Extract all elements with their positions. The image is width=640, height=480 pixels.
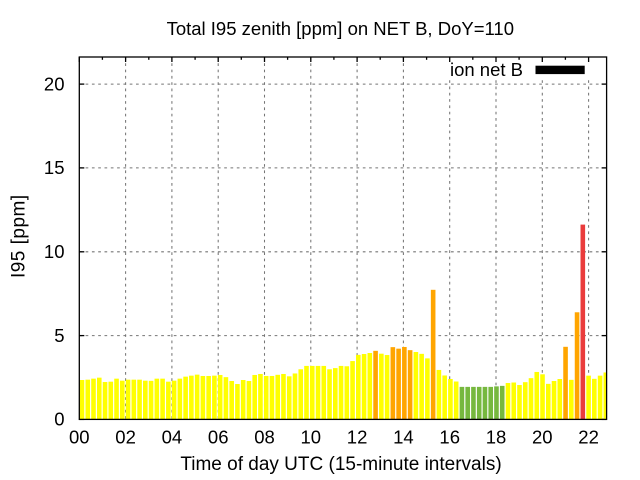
svg-text:22: 22 [578,426,599,447]
svg-text:ion net B: ion net B [450,59,523,80]
svg-text:00: 00 [69,426,90,447]
svg-text:08: 08 [254,426,275,447]
svg-text:20: 20 [532,426,553,447]
svg-text:Time of day UTC (15-minute int: Time of day UTC (15-minute intervals) [180,454,501,475]
svg-text:06: 06 [208,426,229,447]
svg-text:04: 04 [162,426,183,447]
svg-text:16: 16 [439,426,460,447]
svg-text:20: 20 [44,73,65,94]
svg-text:18: 18 [486,426,507,447]
svg-text:I95 [ppm]: I95 [ppm] [9,194,30,278]
svg-text:10: 10 [301,426,322,447]
svg-text:02: 02 [115,426,136,447]
svg-text:12: 12 [347,426,368,447]
svg-text:Total I95 zenith [ppm] on NET: Total I95 zenith [ppm] on NET B, DoY=110 [167,18,514,39]
svg-text:14: 14 [393,426,414,447]
svg-text:15: 15 [44,157,65,178]
svg-text:0: 0 [54,409,64,430]
svg-text:5: 5 [54,325,64,346]
svg-text:10: 10 [44,241,65,262]
